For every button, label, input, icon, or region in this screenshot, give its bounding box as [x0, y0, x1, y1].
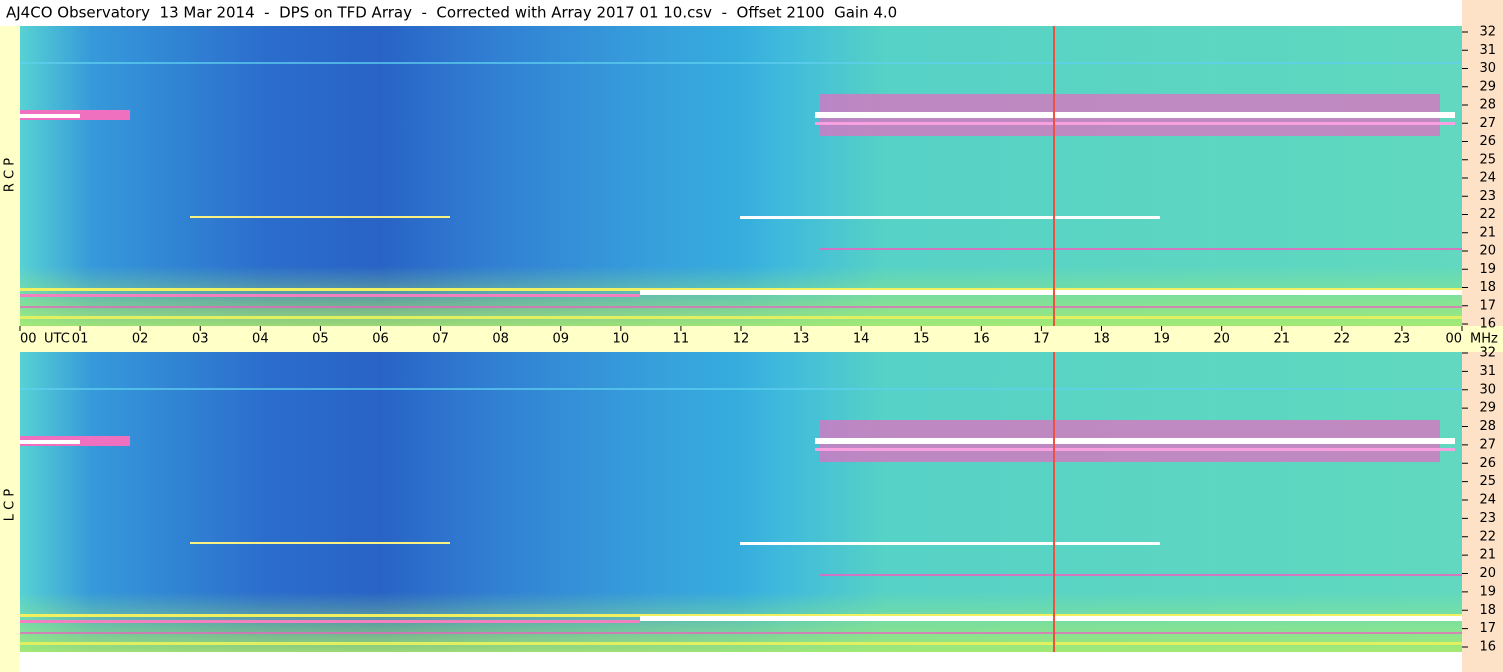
time-label: 18 [1093, 332, 1110, 347]
freq-label: 29 [1479, 79, 1496, 94]
freq-label: 18 [1479, 603, 1496, 618]
freq-label: 21 [1479, 548, 1496, 563]
freq-label: 24 [1479, 493, 1496, 508]
freq-label: 32 [1479, 346, 1496, 361]
time-label: 09 [552, 332, 569, 347]
time-label: 05 [312, 332, 329, 347]
freq-label: 21 [1479, 225, 1496, 240]
time-label: 23 [1394, 332, 1411, 347]
freq-label: 25 [1479, 152, 1496, 167]
freq-label: 31 [1479, 43, 1496, 58]
freq-label: 17 [1479, 298, 1496, 313]
title: AJ4CO Observatory 13 Mar 2014 - DPS on T… [6, 4, 897, 22]
time-label: 00 [1445, 332, 1462, 347]
freq-label: 29 [1479, 401, 1496, 416]
time-label: 00 [20, 332, 37, 347]
freq-label: 25 [1479, 474, 1496, 489]
time-unit: UTC [44, 332, 70, 347]
freq-label: 26 [1479, 134, 1496, 149]
panel-label: R C P [3, 158, 18, 192]
freq-label: 24 [1479, 171, 1496, 186]
time-label: 16 [973, 332, 990, 347]
time-label: 08 [492, 332, 509, 347]
time-label: 12 [733, 332, 750, 347]
time-label: 03 [192, 332, 209, 347]
freq-label: 16 [1479, 640, 1496, 655]
freq-label: 26 [1479, 456, 1496, 471]
time-label: 21 [1273, 332, 1290, 347]
freq-label: 28 [1479, 98, 1496, 113]
lcp-spectrogram [20, 352, 1462, 652]
freq-label: 27 [1479, 437, 1496, 452]
freq-label: 27 [1479, 116, 1496, 131]
rcp-spectrogram [20, 26, 1462, 326]
freq-label: 31 [1479, 364, 1496, 379]
freq-label: 19 [1479, 262, 1496, 277]
freq-label: 22 [1479, 207, 1496, 222]
time-label: 06 [372, 332, 389, 347]
freq-label: 23 [1479, 189, 1496, 204]
freq-label: 30 [1479, 61, 1496, 76]
time-label: 20 [1213, 332, 1230, 347]
time-label: 02 [132, 332, 149, 347]
freq-unit: MHz [1470, 332, 1498, 347]
time-label: 13 [793, 332, 810, 347]
time-label: 10 [613, 332, 630, 347]
freq-label: 30 [1479, 382, 1496, 397]
time-label: 01 [72, 332, 89, 347]
time-label: 11 [673, 332, 690, 347]
freq-label: 20 [1479, 566, 1496, 581]
freq-label: 20 [1479, 244, 1496, 259]
panel-label: L C P [3, 489, 18, 522]
time-label: 17 [1033, 332, 1050, 347]
time-label: 15 [913, 332, 930, 347]
time-label: 19 [1153, 332, 1170, 347]
freq-label: 19 [1479, 584, 1496, 599]
freq-label: 23 [1479, 511, 1496, 526]
time-axis-bar [0, 326, 1503, 352]
freq-label: 22 [1479, 529, 1496, 544]
freq-label: 17 [1479, 621, 1496, 636]
time-label: 04 [252, 332, 269, 347]
freq-label: 28 [1479, 419, 1496, 434]
time-label: 07 [432, 332, 449, 347]
time-label: 22 [1334, 332, 1351, 347]
freq-label: 16 [1479, 317, 1496, 332]
freq-label: 18 [1479, 280, 1496, 295]
title-bar [0, 0, 1503, 26]
time-label: 14 [853, 332, 870, 347]
freq-label: 32 [1479, 25, 1496, 40]
